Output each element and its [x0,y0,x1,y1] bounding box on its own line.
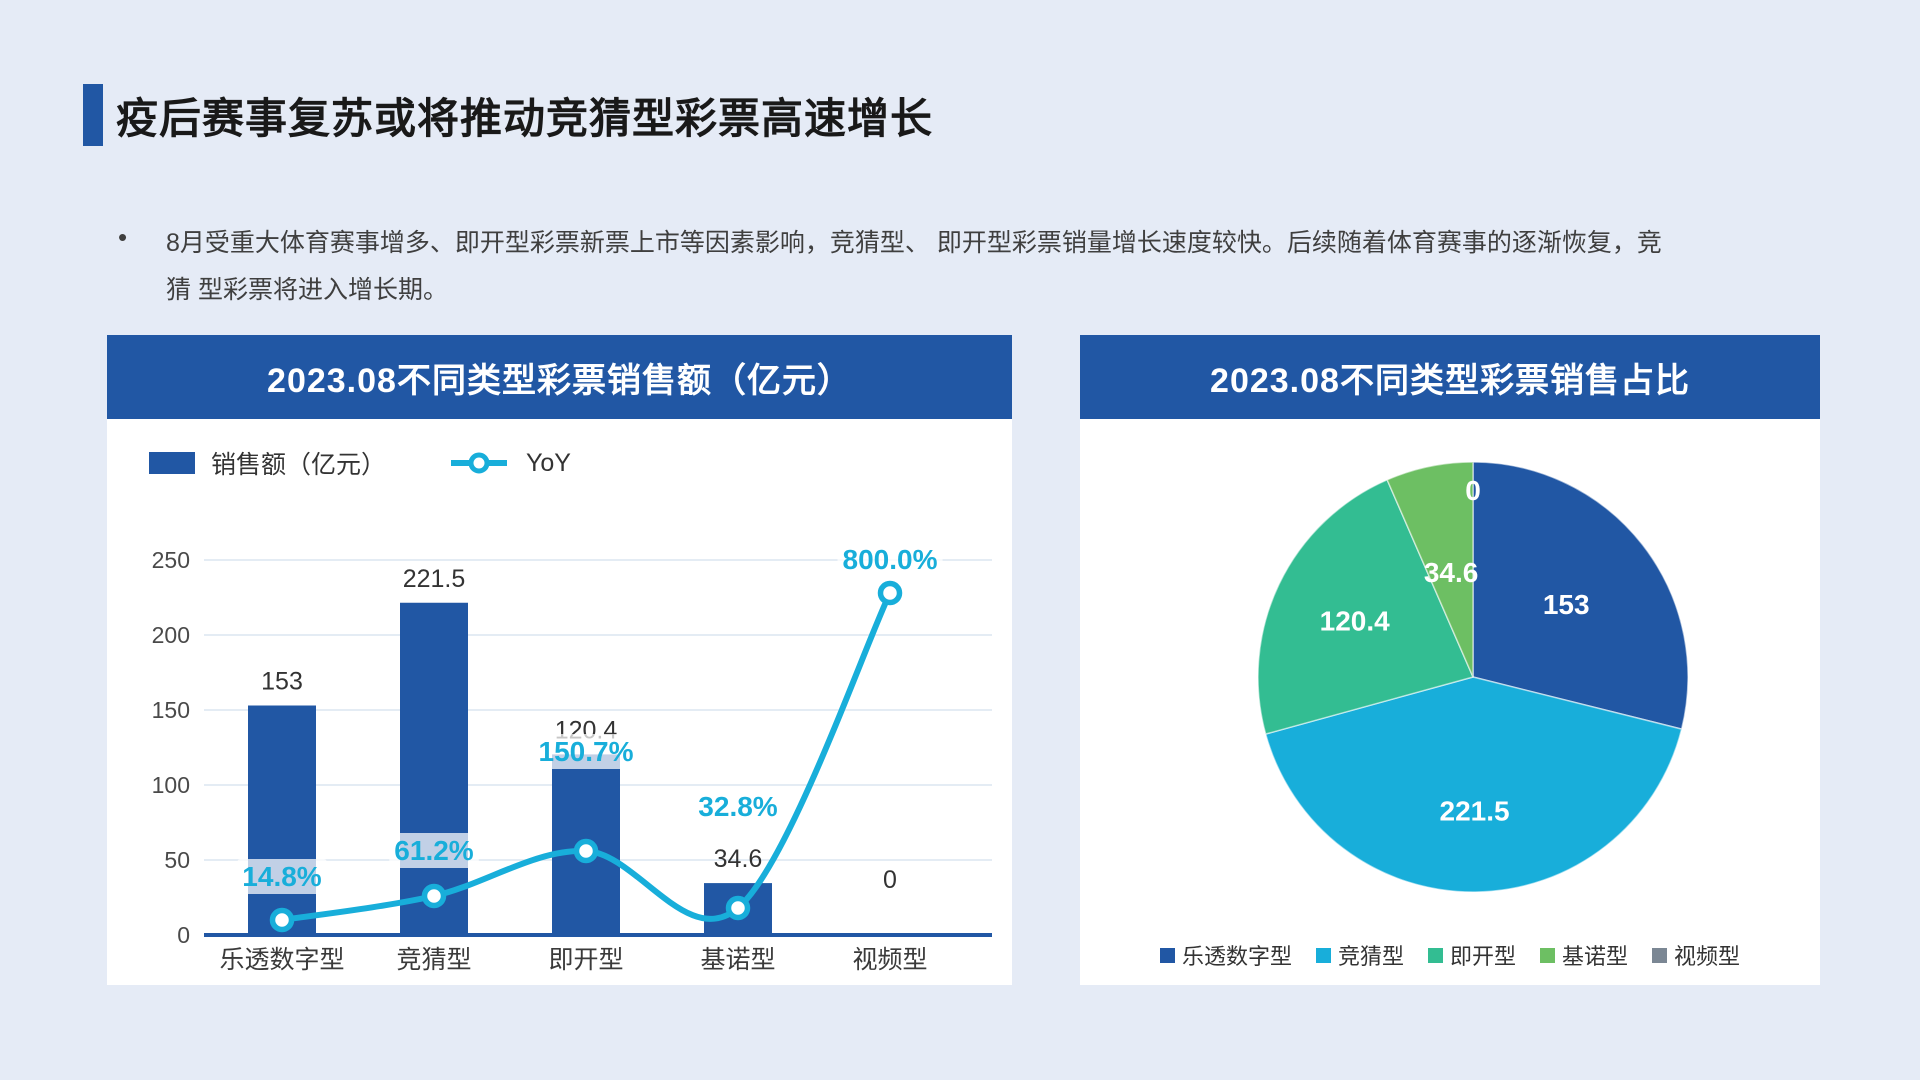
legend-yoy-label: YoY [526,448,571,477]
yoy-marker [725,895,751,921]
page-title: 疫后赛事复苏或将推动竞猜型彩票高速增长 [116,94,934,142]
y-tick-label: 200 [152,622,190,648]
combo-chart: 050100150200250153乐透数字型221.5竞猜型120.4即开型3… [152,542,992,974]
yoy-marker [877,580,903,606]
pie-chart-panel-title: 2023.08不同类型彩票销售占比 [1080,335,1820,419]
pie-legend-swatch-icon [1540,947,1555,963]
y-tick-label: 50 [164,847,190,873]
pie-legend-item: 基诺型 [1540,939,1628,971]
pie-slice [1257,478,1475,735]
pie-legend-item: 乐透数字型 [1159,939,1292,971]
yoy-marker [269,907,295,933]
pie-legend-swatch-icon [1652,947,1668,963]
legend-sales-label: 销售额（亿元） [211,451,387,479]
y-tick-label: 150 [152,697,190,723]
category-label: 乐透数字型 [219,946,344,974]
yoy-marker [573,838,599,864]
pie-legend-label: 视频型 [1674,944,1741,969]
bar-chart-panel-title: 2023.08不同类型彩票销售额（亿元） [107,335,1012,419]
pie-legend-item: 视频型 [1652,939,1740,971]
pie-chart-body: 153 221.5 120.4 34.6 0 乐透数字型 竞猜型 即开型 基诺型 视频型 [1080,419,1820,985]
pie-legend-swatch-icon [1159,947,1175,963]
bar-value-label: 0 [883,866,897,894]
legend-yoy-marker [468,452,490,474]
y-tick-label: 0 [177,922,190,948]
pie-legend: 乐透数字型 竞猜型 即开型 基诺型 视频型 [1080,939,1820,971]
pie-slice-label: 0 [1465,475,1481,506]
bar-value-label: 221.5 [403,565,466,593]
bar-chart-panel: 2023.08不同类型彩票销售额（亿元） 销售额（亿元） YoY 0 50 100 1… [107,335,1012,985]
yoy-value-label: 61.2% [394,835,473,866]
slide-title-row: 疫后赛事复苏或将推动竞猜型彩票高速增长 [83,84,933,146]
yoy-value-label: 150.7% [539,736,634,767]
pie-legend-item: 即开型 [1427,939,1516,971]
bullet-text: 8月受重大体育赛事增多、即开型彩票新票上市等因素影响，竞猜型、 即开型彩票销量增… [166,229,1662,304]
bar-chart-body: 销售额（亿元） YoY 0 50 100 150 200 250 153 乐透数字型 221.5… [107,419,1012,985]
y-tick-label: 100 [152,772,190,798]
bar [248,705,316,935]
bullet-marker: • [118,222,128,252]
pie-legend-label: 竞猜型 [1337,944,1404,969]
pie-legend-label: 基诺型 [1562,944,1629,969]
bar-chart-legend: 销售额（亿元） YoY [107,419,1012,507]
bullet-row: • 8月受重大体育赛事增多、即开型彩票新票上市等因素影响，竞猜型、 即开型彩票销… [118,220,1671,314]
yoy-value-label: 800.0% [843,544,938,575]
legend-yoy-line-marker-icon [451,452,508,474]
pie-legend-item: 竞猜型 [1315,939,1404,971]
pie-slice-label: 34.6 [1424,557,1479,588]
pie-slice [1264,676,1683,893]
category-label: 基诺型 [700,946,775,974]
bar-value-label: 34.6 [714,845,763,873]
yoy-marker [421,883,447,909]
pie-legend-swatch-icon [1427,947,1443,963]
pie-legend-swatch-icon [1315,947,1331,963]
pie-chart: 153 221.5 120.4 34.6 0 [1257,461,1689,893]
yoy-line [279,590,893,923]
pie-chart-panel: 2023.08不同类型彩票销售占比 153 221.5 120.4 34.6 0 乐透数… [1080,335,1820,985]
pie-slice-label: 153 [1543,589,1590,620]
pie-slice [1472,461,1689,731]
pie-slice-label: 120.4 [1320,605,1390,636]
title-accent-bar [83,84,103,146]
pie-slice-label: 221.5 [1440,795,1510,826]
legend-sales-swatch-icon [149,452,195,474]
pie-legend-label: 即开型 [1449,944,1516,969]
yoy-value-label: 32.8% [698,791,777,822]
category-label: 竞猜型 [396,946,471,974]
yoy-label-background [533,734,639,769]
yoy-label-background [389,833,479,868]
yoy-label-background [237,859,327,894]
category-label: 即开型 [548,946,623,974]
yoy-label-background [693,789,783,824]
bar [400,602,468,935]
category-label: 视频型 [852,946,927,974]
pie-legend-label: 乐透数字型 [1181,944,1292,969]
y-tick-label: 250 [152,547,190,573]
yoy-label-background [837,542,943,577]
pie-slice [1386,461,1474,678]
yoy-value-label: 14.8% [242,861,321,892]
bar-value-label: 153 [261,668,303,696]
